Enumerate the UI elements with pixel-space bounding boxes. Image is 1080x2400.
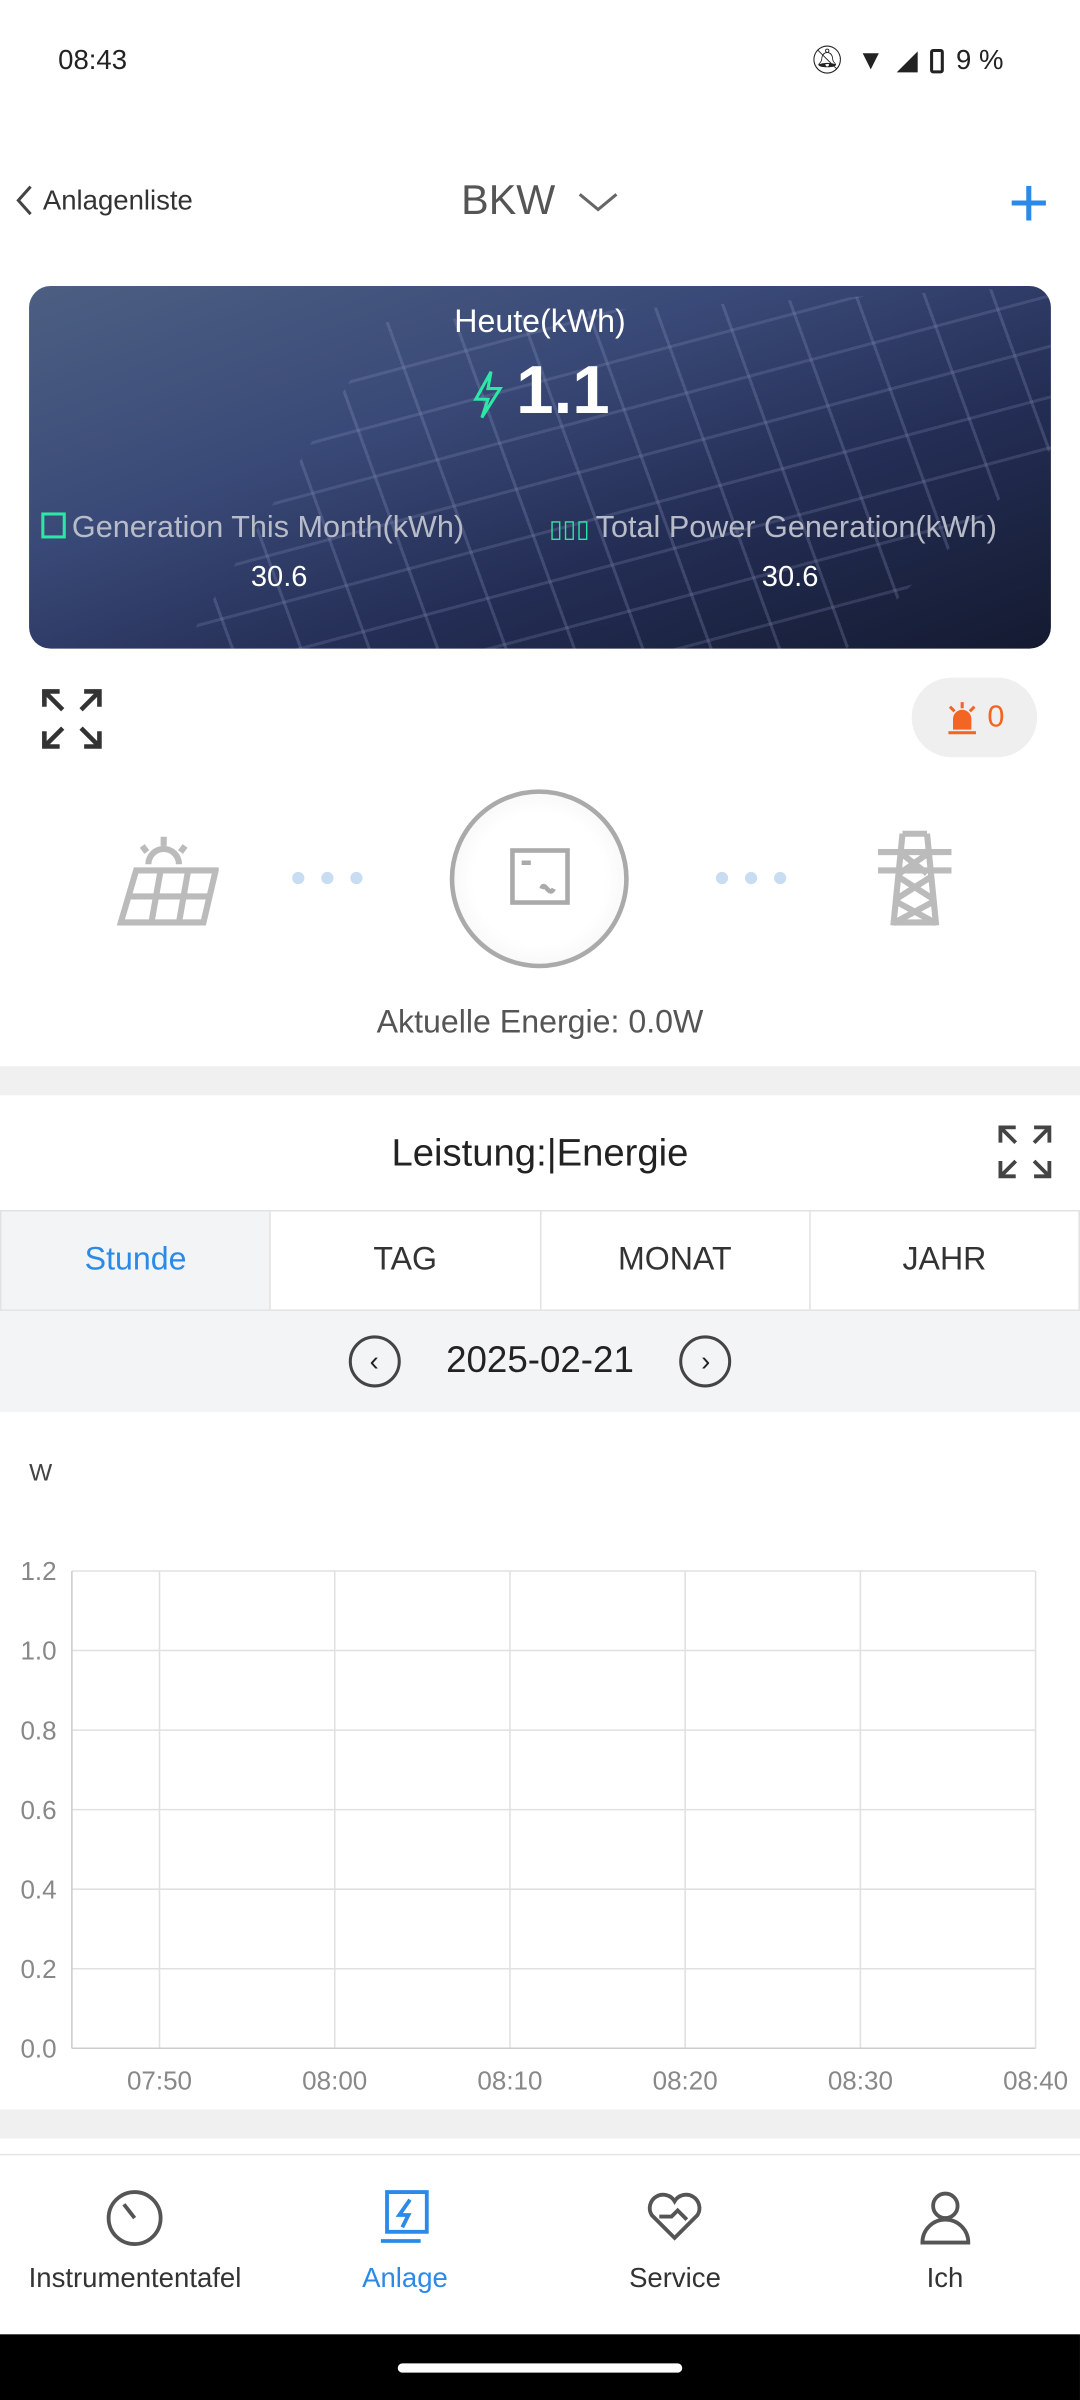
x-tick-label: 08:10 [477, 2066, 542, 2096]
month-label: Generation This Month(kWh) [41, 511, 464, 546]
back-label: Anlagenliste [42, 184, 193, 215]
chevron-left-icon [16, 185, 32, 216]
period-tabs: Stunde TAG MONAT JAHR [0, 1209, 1080, 1311]
today-value: 1.1 [29, 353, 1051, 429]
x-tick-label: 08:40 [1003, 2066, 1068, 2096]
chart-title: Leistung:|Energie [391, 1131, 689, 1175]
chevron-down-icon [578, 193, 617, 212]
tab-jahr[interactable]: JAHR [902, 1242, 987, 1278]
expand-icon [998, 1125, 1052, 1179]
add-plant-button[interactable]: + [1008, 167, 1049, 237]
plus-icon: + [1008, 162, 1050, 242]
status-icons: 🔕︎ ▼ ◢ 9 % [810, 44, 1004, 76]
flow-dots-left [292, 871, 363, 885]
y-tick-label: 0.8 [20, 1715, 56, 1745]
inverter-button[interactable] [449, 789, 629, 969]
x-tick-label: 08:30 [828, 2066, 893, 2096]
divider [0, 1066, 1080, 1096]
solar-panel-icon [115, 834, 220, 933]
tab-stunde[interactable]: Stunde [1, 1211, 272, 1310]
y-tick-label: 0.0 [20, 2033, 56, 2063]
y-tick-label: 1.0 [20, 1636, 56, 1666]
nav-service[interactable]: Service [540, 2155, 810, 2334]
page-title: BKW [461, 177, 556, 224]
gauge-icon [107, 2190, 163, 2246]
alarm-count: 0 [987, 699, 1005, 734]
back-button[interactable]: Anlagenliste [15, 184, 193, 218]
lightning-icon [473, 371, 504, 419]
total-label: ▯▯▯ Total Power Generation(kWh) [549, 510, 997, 545]
divider [0, 2109, 1080, 2139]
today-label: Heute(kWh) [454, 304, 626, 340]
current-energy-value: 0.0W [628, 1005, 704, 1041]
home-indicator[interactable] [397, 2363, 683, 2373]
nav-dashboard[interactable]: Instrumententafel [0, 2155, 270, 2334]
y-axis-label: W [29, 1460, 53, 1487]
power-grid-icon [872, 830, 958, 937]
current-energy: Aktuelle Energie: 0.0W [376, 1005, 704, 1041]
chevron-right-icon: › [701, 1345, 711, 1376]
x-tick-label: 08:00 [302, 2066, 367, 2096]
expand-icon [42, 689, 102, 749]
power-chart: W 0.0 0.2 0.4 0.6 0.8 1.0 1.2 07:50 08:00 08:10 08:… [20, 1460, 1068, 2096]
total-value: 30.6 [761, 561, 819, 594]
fullscreen-button[interactable] [41, 688, 102, 757]
mute-icon: 🔕︎ [809, 44, 845, 75]
x-tick-label: 07:50 [127, 2066, 192, 2096]
date-selector: ‹ 2025-02-21 › [0, 1310, 1080, 1412]
chart-fullscreen-button[interactable] [997, 1124, 1052, 1187]
tab-monat[interactable]: MONAT [541, 1211, 811, 1310]
current-date[interactable]: 2025-02-21 [446, 1340, 634, 1382]
y-tick-label: 0.2 [20, 1954, 56, 1984]
status-bar: 08:43 🔕︎ ▼ ◢ 9 % [0, 0, 1080, 122]
flow-dots-right [715, 871, 787, 885]
y-tick-label: 0.4 [20, 1874, 56, 1904]
x-tick-label: 08:20 [653, 2066, 718, 2096]
y-tick-label: 0.6 [20, 1795, 56, 1825]
signal-icon: ◢ [896, 44, 918, 75]
battery-icon [930, 48, 944, 73]
siren-icon [949, 702, 977, 735]
bottom-nav: Instrumententafel Anlage Service Ich [0, 2153, 1080, 2335]
tab-tag[interactable]: TAG [271, 1211, 541, 1310]
plant-selector[interactable]: BKW [0, 177, 1080, 224]
user-icon [920, 2191, 970, 2245]
next-date-button[interactable]: › [679, 1335, 732, 1388]
status-time: 08:43 [58, 44, 128, 75]
calendar-bolt-icon [41, 512, 66, 539]
month-value: 30.6 [250, 561, 308, 594]
generation-banner: Heute(kWh) 1.1 Generation This Month(kWh… [29, 286, 1051, 649]
inverter-icon [509, 847, 570, 905]
heart-hand-icon [648, 2192, 702, 2241]
chevron-left-icon: ‹ [369, 1345, 379, 1376]
battery-percent: 9 % [956, 44, 1004, 75]
nav-ich[interactable]: Ich [810, 2155, 1080, 2334]
nav-anlage[interactable]: Anlage [270, 2155, 540, 2334]
wifi-icon: ▼ [857, 44, 885, 75]
plant-bolt-icon [380, 2190, 429, 2243]
prev-date-button[interactable]: ‹ [348, 1335, 401, 1388]
alarm-badge[interactable]: 0 [911, 677, 1038, 758]
y-tick-label: 1.2 [20, 1556, 56, 1586]
bar-chart-icon: ▯▯▯ [549, 517, 590, 544]
